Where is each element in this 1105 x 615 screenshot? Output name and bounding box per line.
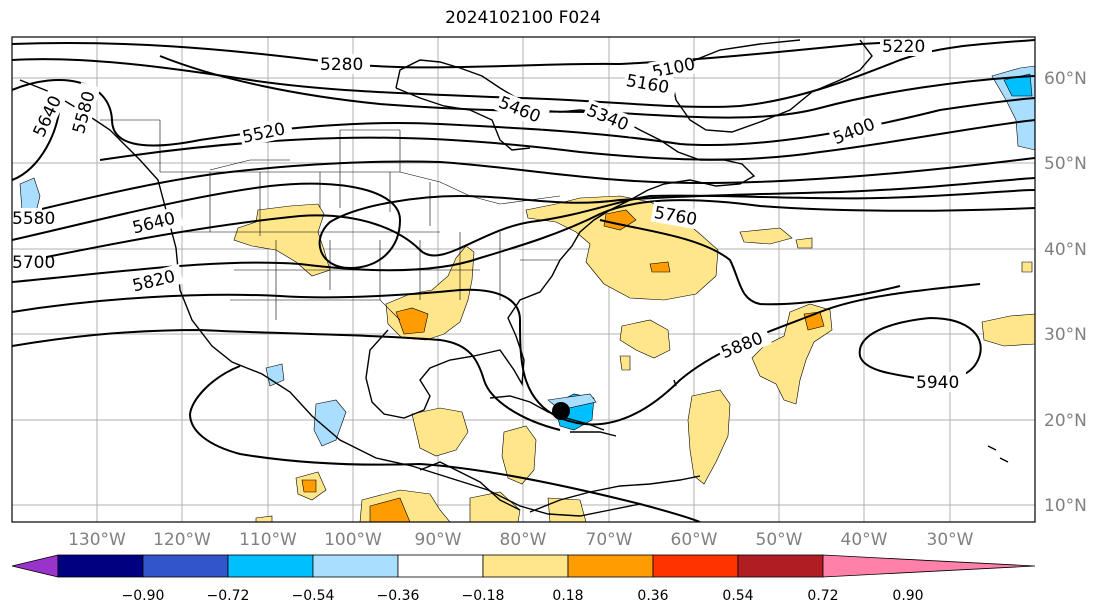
- contour-label-5280: 5280: [320, 55, 363, 75]
- lat-label: 60°N: [1044, 69, 1087, 89]
- colorbar-segment: [397, 554, 484, 578]
- colorbar-tick-labels: −0.90 −0.72 −0.54 −0.36 −0.18 0.18 0.36 …: [122, 588, 924, 604]
- colorbar-segment: [312, 554, 399, 578]
- colorbar-segment: [652, 554, 739, 578]
- lon-label: 90°W: [415, 530, 462, 550]
- colorbar-segment: [227, 554, 314, 578]
- lon-label: 50°W: [756, 530, 803, 550]
- contour-label-5940: 5940: [916, 373, 959, 393]
- lat-label: 10°N: [1044, 496, 1087, 516]
- colorbar-tick: −0.36: [377, 588, 420, 604]
- latitude-labels: 60°N 50°N 40°N 30°N 20°N 10°N: [1044, 69, 1087, 516]
- height-contours: [12, 39, 1035, 522]
- colorbar-tick: 0.36: [637, 588, 668, 604]
- colorbar-tick: −0.90: [122, 588, 165, 604]
- lon-label: 110°W: [239, 530, 297, 550]
- lon-label: 100°W: [324, 530, 382, 550]
- contour-label-5580-edge: 5580: [12, 209, 55, 229]
- longitude-labels: 130°W 120°W 110°W 100°W 90°W 80°W 70°W 6…: [68, 530, 974, 550]
- colorbar-segment: [142, 554, 229, 578]
- colorbar-segment: [567, 554, 654, 578]
- lon-label: 70°W: [586, 530, 633, 550]
- colorbar-tick: 0.54: [722, 588, 753, 604]
- contour-label-5220: 5220: [882, 37, 925, 57]
- lat-label: 20°N: [1044, 411, 1087, 431]
- colorbar-tick: −0.72: [207, 588, 250, 604]
- colorbar-segment: [57, 554, 144, 578]
- storm-center-marker: [552, 402, 570, 420]
- colorbar-extend-high: [822, 554, 1036, 578]
- colorbar-tick: −0.54: [292, 588, 335, 604]
- colorbar-tick: 0.90: [892, 588, 923, 604]
- lat-label: 40°N: [1044, 240, 1087, 260]
- colorbar-tick: 0.72: [807, 588, 838, 604]
- lat-label: 30°N: [1044, 325, 1087, 345]
- lat-label: 50°N: [1044, 154, 1087, 174]
- lon-label: 120°W: [153, 530, 211, 550]
- map-frame-border: [11, 36, 1036, 523]
- colorbar-tick: −0.18: [462, 588, 505, 604]
- map-title: 2024102100 F024: [445, 8, 601, 28]
- colorbar-segment: [737, 554, 824, 578]
- colorbar-tick: 0.18: [552, 588, 583, 604]
- lon-label: 60°W: [671, 530, 718, 550]
- lon-label: 30°W: [927, 530, 974, 550]
- colorbar: [11, 554, 1036, 578]
- colorbar-extend-low: [11, 554, 59, 578]
- lon-label: 40°W: [841, 530, 888, 550]
- colorbar-segment: [482, 554, 569, 578]
- lon-label: 130°W: [68, 530, 126, 550]
- lon-label: 80°W: [500, 530, 547, 550]
- contour-label-5700: 5700: [12, 253, 55, 273]
